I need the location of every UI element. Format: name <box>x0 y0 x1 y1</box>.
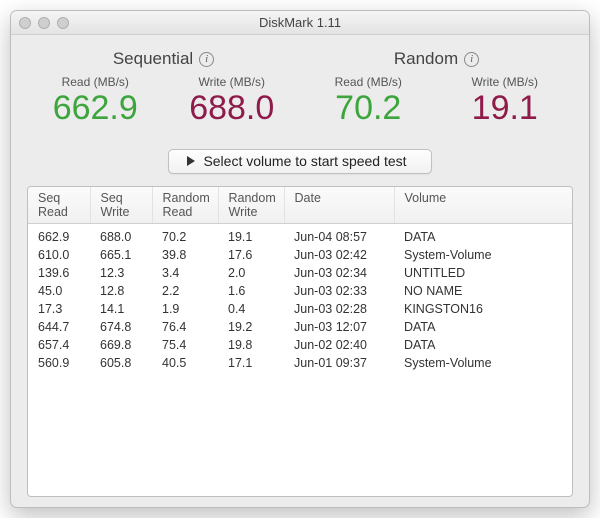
table-cell: Jun-03 02:42 <box>284 246 394 264</box>
col-seq-write[interactable]: SeqWrite <box>90 187 152 224</box>
minimize-icon[interactable] <box>38 17 50 29</box>
table-cell: 644.7 <box>28 318 90 336</box>
table-cell: 1.6 <box>218 282 284 300</box>
table-cell: 688.0 <box>90 224 152 247</box>
table-cell: Jun-03 12:07 <box>284 318 394 336</box>
table-cell: 76.4 <box>152 318 218 336</box>
rand-write-label: Write (MB/s) <box>437 75 574 89</box>
table-cell: 17.6 <box>218 246 284 264</box>
table-cell: 19.8 <box>218 336 284 354</box>
table-cell: 669.8 <box>90 336 152 354</box>
results-table: SeqRead SeqWrite RandomRead RandomWrite … <box>28 187 572 373</box>
table-cell: NO NAME <box>394 282 572 300</box>
sequential-heading: Sequential i <box>113 49 214 69</box>
zoom-icon[interactable] <box>57 17 69 29</box>
table-cell: UNTITLED <box>394 264 572 282</box>
table-cell: Jun-01 09:37 <box>284 354 394 372</box>
col-seq-read[interactable]: SeqRead <box>28 187 90 224</box>
table-cell: 139.6 <box>28 264 90 282</box>
table-cell: 40.5 <box>152 354 218 372</box>
table-cell: DATA <box>394 318 572 336</box>
table-cell: 3.4 <box>152 264 218 282</box>
table-row[interactable]: 610.0665.139.817.6Jun-03 02:42System-Vol… <box>28 246 572 264</box>
seq-write-value: 688.0 <box>164 91 301 127</box>
results-table-wrap: SeqRead SeqWrite RandomRead RandomWrite … <box>27 186 573 497</box>
rand-read-label: Read (MB/s) <box>300 75 437 89</box>
table-row[interactable]: 662.9688.070.219.1Jun-04 08:57DATA <box>28 224 572 247</box>
table-cell: 2.0 <box>218 264 284 282</box>
table-cell: 674.8 <box>90 318 152 336</box>
seq-read-metric: Read (MB/s) 662.9 <box>27 75 164 127</box>
select-volume-label: Select volume to start speed test <box>203 153 406 169</box>
table-cell: Jun-03 02:33 <box>284 282 394 300</box>
table-cell: 605.8 <box>90 354 152 372</box>
table-cell: 657.4 <box>28 336 90 354</box>
table-cell: 39.8 <box>152 246 218 264</box>
table-cell: 560.9 <box>28 354 90 372</box>
rand-write-metric: Write (MB/s) 19.1 <box>437 75 574 127</box>
rand-read-metric: Read (MB/s) 70.2 <box>300 75 437 127</box>
select-volume-button[interactable]: Select volume to start speed test <box>168 149 431 174</box>
table-cell: 2.2 <box>152 282 218 300</box>
seq-read-label: Read (MB/s) <box>27 75 164 89</box>
table-cell: Jun-04 08:57 <box>284 224 394 247</box>
table-cell: DATA <box>394 224 572 247</box>
titlebar[interactable]: DiskMark 1.11 <box>11 11 589 35</box>
table-cell: 45.0 <box>28 282 90 300</box>
col-date[interactable]: Date <box>284 187 394 224</box>
seq-write-label: Write (MB/s) <box>164 75 301 89</box>
table-cell: 75.4 <box>152 336 218 354</box>
table-cell: 12.3 <box>90 264 152 282</box>
window-title: DiskMark 1.11 <box>259 15 341 30</box>
table-cell: KINGSTON16 <box>394 300 572 318</box>
table-cell: 17.3 <box>28 300 90 318</box>
col-rand-write[interactable]: RandomWrite <box>218 187 284 224</box>
table-cell: 17.1 <box>218 354 284 372</box>
seq-read-value: 662.9 <box>27 91 164 127</box>
table-row[interactable]: 17.314.11.90.4Jun-03 02:28KINGSTON16 <box>28 300 572 318</box>
table-cell: 70.2 <box>152 224 218 247</box>
table-cell: 12.8 <box>90 282 152 300</box>
seq-write-metric: Write (MB/s) 688.0 <box>164 75 301 127</box>
table-cell: System-Volume <box>394 354 572 372</box>
table-cell: 1.9 <box>152 300 218 318</box>
table-row[interactable]: 560.9605.840.517.1Jun-01 09:37System-Vol… <box>28 354 572 372</box>
table-cell: Jun-03 02:34 <box>284 264 394 282</box>
traffic-lights <box>19 17 69 29</box>
table-body: 662.9688.070.219.1Jun-04 08:57DATA610.06… <box>28 224 572 373</box>
table-cell: Jun-03 02:28 <box>284 300 394 318</box>
table-row[interactable]: 644.7674.876.419.2Jun-03 12:07DATA <box>28 318 572 336</box>
table-row[interactable]: 657.4669.875.419.8Jun-02 02:40DATA <box>28 336 572 354</box>
table-cell: 662.9 <box>28 224 90 247</box>
table-row[interactable]: 139.612.33.42.0Jun-03 02:34UNTITLED <box>28 264 572 282</box>
rand-read-value: 70.2 <box>300 91 437 127</box>
table-cell: 0.4 <box>218 300 284 318</box>
col-rand-read[interactable]: RandomRead <box>152 187 218 224</box>
rand-write-value: 19.1 <box>437 91 574 127</box>
content-area: Sequential i Read (MB/s) 662.9 Write (MB… <box>11 35 589 507</box>
play-icon <box>187 156 195 166</box>
table-cell: Jun-02 02:40 <box>284 336 394 354</box>
info-icon[interactable]: i <box>199 52 214 67</box>
sequential-heading-text: Sequential <box>113 49 193 69</box>
stats-panel: Sequential i Read (MB/s) 662.9 Write (MB… <box>27 49 573 127</box>
table-row[interactable]: 45.012.82.21.6Jun-03 02:33NO NAME <box>28 282 572 300</box>
table-cell: 14.1 <box>90 300 152 318</box>
table-cell: DATA <box>394 336 572 354</box>
table-cell: System-Volume <box>394 246 572 264</box>
sequential-group: Sequential i Read (MB/s) 662.9 Write (MB… <box>27 49 300 127</box>
app-window: DiskMark 1.11 Sequential i Read (MB/s) 6… <box>10 10 590 508</box>
table-header: SeqRead SeqWrite RandomRead RandomWrite … <box>28 187 572 224</box>
table-cell: 19.2 <box>218 318 284 336</box>
col-volume[interactable]: Volume <box>394 187 572 224</box>
random-heading-text: Random <box>394 49 458 69</box>
random-heading: Random i <box>394 49 479 69</box>
table-cell: 19.1 <box>218 224 284 247</box>
random-group: Random i Read (MB/s) 70.2 Write (MB/s) 1… <box>300 49 573 127</box>
table-cell: 610.0 <box>28 246 90 264</box>
table-cell: 665.1 <box>90 246 152 264</box>
info-icon[interactable]: i <box>464 52 479 67</box>
close-icon[interactable] <box>19 17 31 29</box>
